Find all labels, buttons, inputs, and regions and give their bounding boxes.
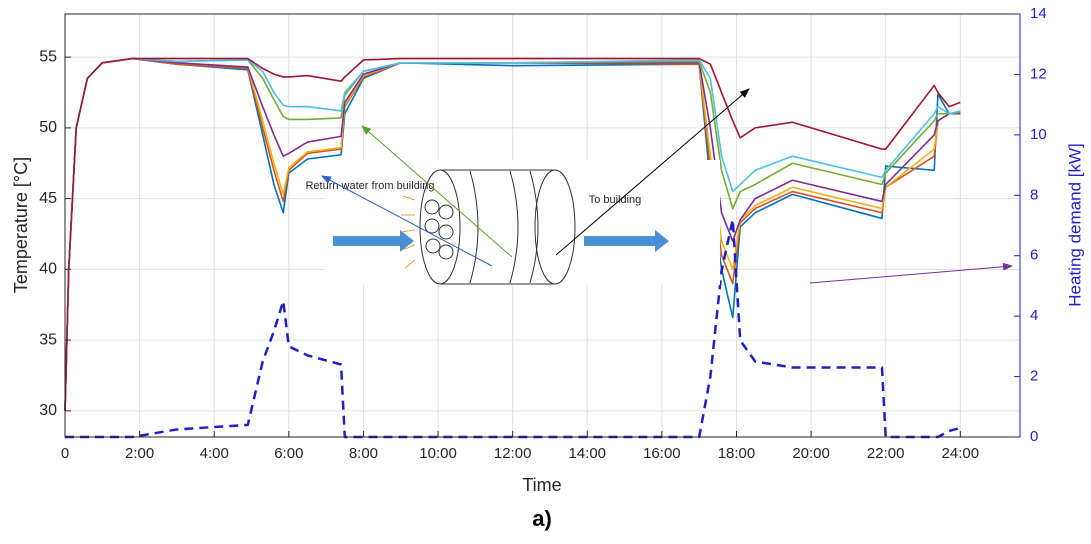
- x-tick-label: 6:00: [274, 445, 303, 462]
- y-tick-label: 55: [39, 48, 57, 65]
- x-tick-label: 24:00: [942, 445, 980, 462]
- x-tick-label: 8:00: [349, 445, 378, 462]
- y-tick-label: 30: [39, 402, 57, 419]
- x-tick-label: 12:00: [494, 445, 532, 462]
- arrow-in: [333, 230, 414, 252]
- y2-tick-label: 8: [1030, 186, 1038, 203]
- inset-diagram: Return water from building To building: [305, 88, 750, 285]
- y2-tick-label: 4: [1030, 307, 1038, 324]
- annotation-to-building: To building: [589, 194, 642, 206]
- x-tick-label: 4:00: [200, 445, 229, 462]
- arrow-purple: [809, 262, 1013, 284]
- y2-tick-label: 0: [1030, 428, 1038, 445]
- y-tick-label: 50: [39, 119, 57, 136]
- annotation-return: Return water from building: [305, 180, 434, 192]
- pipe: [400, 169, 576, 285]
- x-tick-label: 16:00: [643, 445, 681, 462]
- y2-tick-label: 2: [1030, 368, 1038, 385]
- y2-tick-label: 6: [1030, 247, 1038, 264]
- y-tick-label: 35: [39, 331, 57, 348]
- arrow-green: [361, 125, 513, 258]
- inset-background: [325, 160, 720, 285]
- x-tick-label: 10:00: [419, 445, 457, 462]
- x-tick-label: 14:00: [568, 445, 606, 462]
- axis-labels: Time Temperature [°C] Heating demand [kW…: [11, 143, 1085, 531]
- x-axis-label: Time: [522, 475, 561, 495]
- x-tick-label: 18:00: [718, 445, 756, 462]
- arrow-out: [584, 230, 669, 252]
- arrow-blue: [321, 175, 493, 267]
- y-axis-label: Temperature [°C]: [11, 157, 31, 293]
- x-tick-label: 22:00: [867, 445, 905, 462]
- arrow-black: [555, 88, 750, 256]
- x-tick-label: 0: [61, 445, 69, 462]
- y-tick-label: 40: [39, 261, 57, 278]
- y2-axis-label: Heating demand [kW]: [1065, 143, 1084, 306]
- y2-tick-label: 12: [1030, 65, 1047, 82]
- temperature-line: [64, 57, 961, 411]
- x-tick-label: 20:00: [792, 445, 830, 462]
- y2-tick-label: 14: [1030, 5, 1047, 22]
- y2-tick-label: 10: [1030, 126, 1047, 143]
- y-tick-label: 45: [39, 190, 57, 207]
- x-tick-label: 2:00: [125, 445, 154, 462]
- caption: a): [532, 506, 552, 531]
